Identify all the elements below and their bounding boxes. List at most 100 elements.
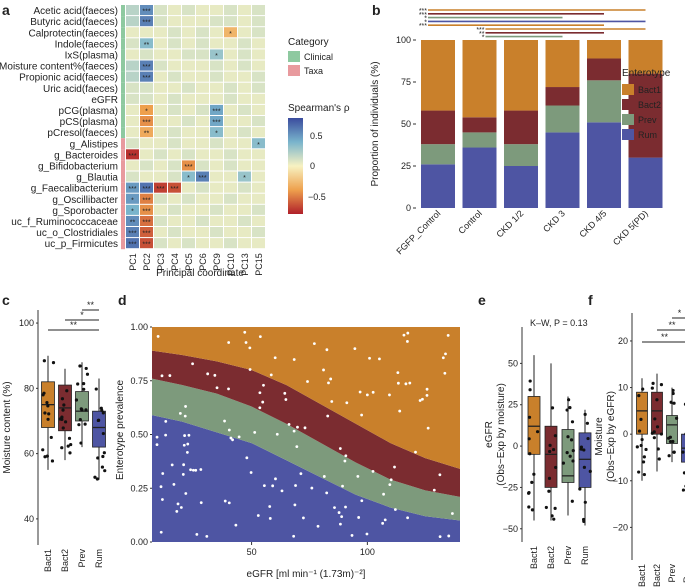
box-point	[83, 422, 87, 426]
area-point	[275, 432, 279, 436]
area-point	[414, 450, 417, 454]
area-point	[425, 387, 429, 391]
colorbar-tick-label: 0	[310, 161, 315, 171]
heatmap-significance: *	[131, 208, 134, 215]
panel-label-d: d	[118, 292, 127, 308]
area-point	[441, 356, 445, 360]
box-point	[84, 366, 88, 371]
heatmap-xlabel: Principal coordinate	[156, 268, 244, 279]
heatmap-cell	[168, 82, 181, 93]
heatmap-cell	[238, 215, 251, 226]
heatmap-significance: ***	[142, 186, 150, 193]
heatmap-cell	[140, 215, 153, 226]
bar-legend-swatch-bact1	[622, 84, 634, 95]
heatmap-column-label: PC10	[226, 253, 236, 276]
box-point	[77, 423, 81, 427]
heatmap-row-label: g_Bacteroides	[54, 150, 118, 161]
area-point	[155, 443, 159, 447]
box-category-label: Prev	[77, 549, 87, 568]
heatmap-category-strip	[121, 38, 125, 50]
bar-segment-rum	[462, 147, 497, 208]
box-point	[566, 435, 570, 439]
heatmap-cell	[252, 204, 265, 215]
heatmap-cell	[182, 27, 195, 38]
heatmap-category-strip	[121, 60, 125, 72]
area-point	[343, 459, 347, 463]
box-ytick-label: 50	[508, 358, 518, 368]
area-point	[189, 468, 192, 472]
area-point	[438, 535, 442, 539]
heatmap-significance: ***	[128, 231, 136, 238]
box-point	[43, 411, 47, 415]
box-point	[682, 471, 685, 475]
heatmap-cell	[168, 238, 181, 249]
area-point	[365, 532, 369, 536]
box-bact2	[651, 391, 663, 435]
heatmap-significance: *	[229, 31, 232, 38]
heatmap-cell	[126, 149, 139, 160]
area-point	[393, 508, 397, 511]
area-point	[421, 397, 424, 401]
heatmap-cell	[140, 60, 153, 71]
heatmap-cell	[238, 227, 251, 238]
box-point	[101, 431, 105, 436]
area-point	[398, 409, 402, 413]
heatmap-category-strip	[121, 215, 125, 227]
box-point	[652, 436, 656, 440]
heatmap-cell	[168, 227, 181, 238]
heatmap-cell	[252, 127, 265, 138]
box-category-label: Rum	[580, 546, 590, 565]
box-ytick-label: 0	[623, 429, 628, 439]
heatmap-cell	[182, 182, 195, 193]
box-category-label: Bact1	[43, 549, 53, 572]
heatmap-cell	[126, 204, 139, 215]
heatmap-cell	[224, 204, 237, 215]
heatmap-column-label: PC2	[142, 253, 152, 271]
box-point	[548, 443, 552, 447]
area-point	[262, 484, 266, 488]
heatmap-cell	[140, 127, 153, 138]
bar-category-label: CKD 1/2	[494, 208, 525, 239]
bar-significance-label: *	[482, 35, 485, 42]
heatmap-cell	[140, 82, 153, 93]
area-point	[223, 499, 227, 503]
heatmap-significance: **	[144, 42, 150, 49]
bar-segment-bact2	[587, 58, 621, 81]
box-point	[588, 469, 592, 474]
heatmap-cell	[196, 171, 209, 182]
heatmap-cell	[126, 27, 139, 38]
box-point	[640, 437, 644, 442]
heatmap-cell	[154, 116, 167, 127]
area-point	[388, 483, 392, 487]
box-category-label: Prev	[563, 546, 573, 565]
heatmap-cell	[126, 5, 139, 16]
box-point	[550, 406, 555, 410]
box-point	[655, 398, 659, 402]
heatmap-cell	[126, 16, 139, 27]
box-significance-label: *	[678, 308, 682, 318]
box-point	[528, 452, 532, 456]
bar-legend-swatch-bact2	[622, 99, 634, 110]
box-point	[42, 359, 46, 363]
heatmap-cell	[224, 171, 237, 182]
area-point	[159, 485, 163, 489]
box-point	[101, 454, 105, 459]
box-point	[585, 421, 589, 425]
box-prev	[75, 391, 89, 422]
box-point	[51, 361, 56, 365]
area-point	[183, 414, 187, 418]
heatmap-cell	[210, 104, 223, 115]
heatmap-cell	[168, 171, 181, 182]
heatmap-category-strip	[121, 104, 125, 116]
box-ylabel: eGFR	[484, 421, 495, 448]
box-ytick-label: 40	[24, 514, 34, 524]
area-point	[329, 377, 333, 381]
area-point	[393, 465, 396, 469]
heatmap-cell	[252, 16, 265, 27]
box-point	[528, 388, 532, 392]
heatmap-cell	[224, 82, 237, 93]
heatmap-cell	[168, 60, 181, 71]
area-point	[327, 381, 330, 385]
area-point	[388, 393, 391, 397]
heatmap-cell	[154, 127, 167, 138]
